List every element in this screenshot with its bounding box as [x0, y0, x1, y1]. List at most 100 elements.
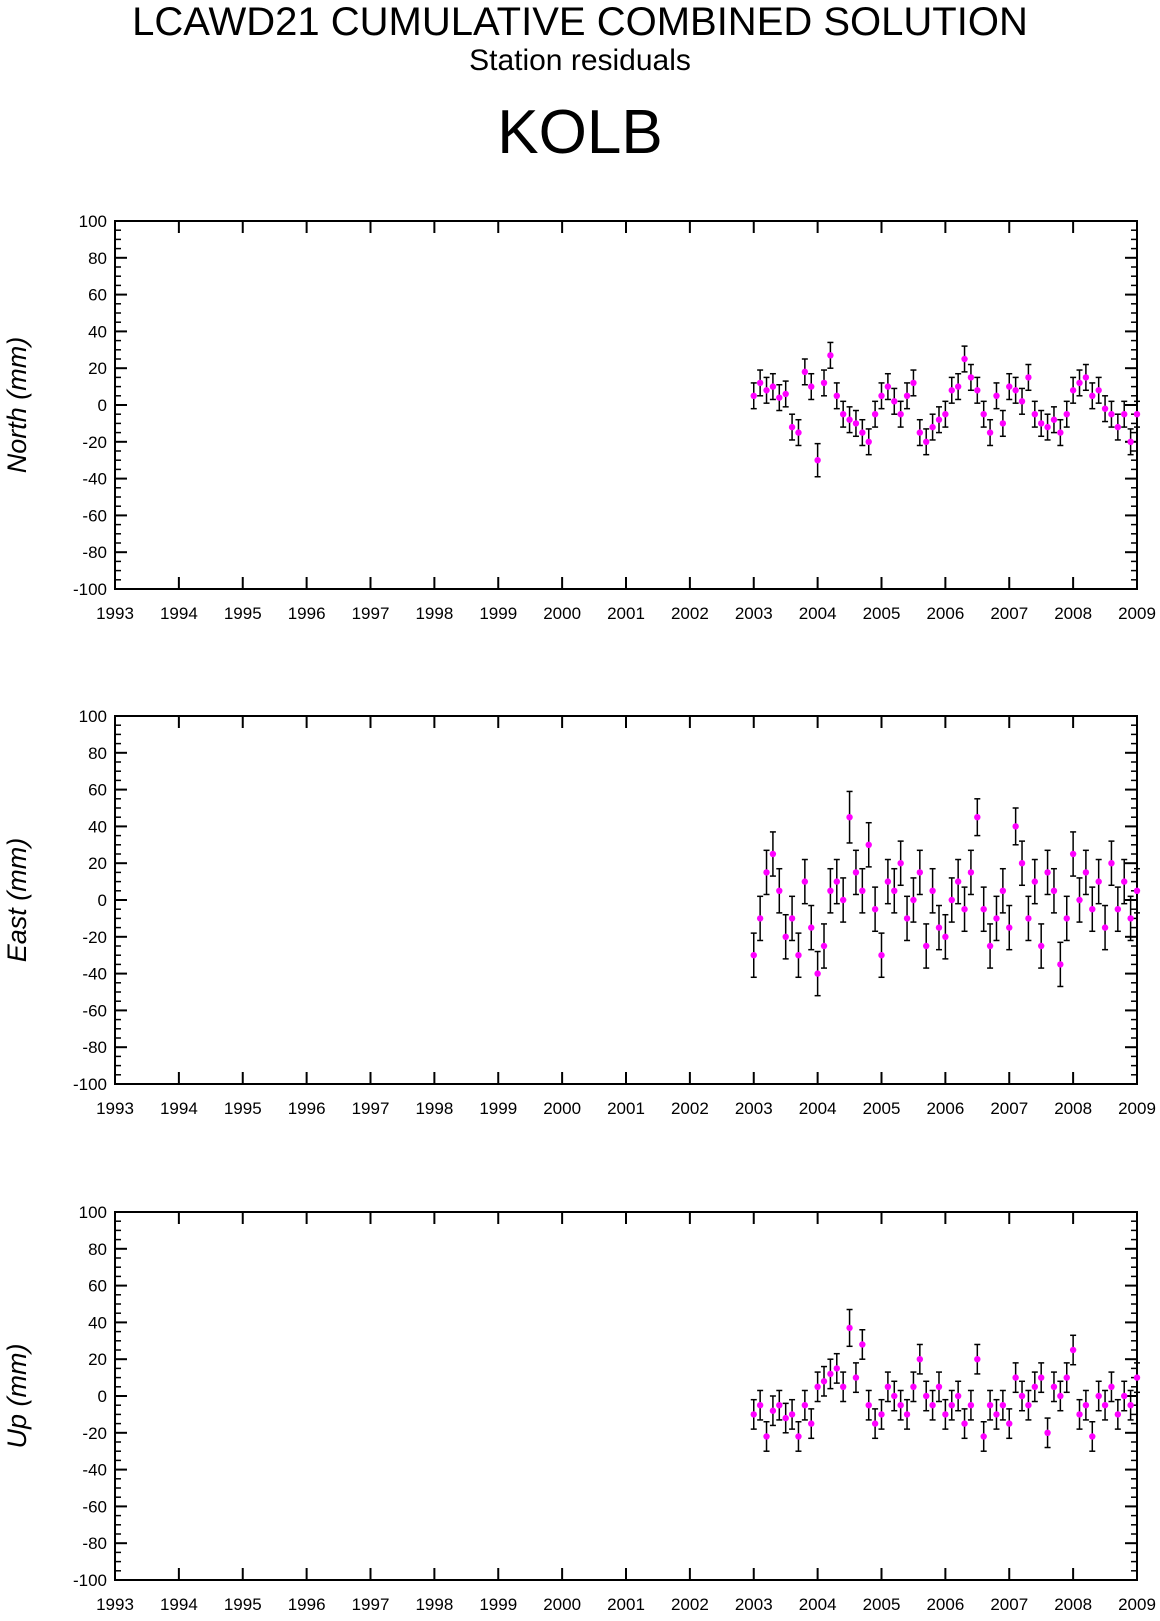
data-point: [852, 869, 860, 876]
y-tick-label: -80: [82, 1038, 107, 1057]
y-tick-label: -100: [73, 1571, 107, 1590]
data-point: [948, 1402, 955, 1409]
data-point: [948, 896, 955, 904]
x-tick-label: 2001: [607, 604, 645, 623]
x-tick-label: 2005: [863, 604, 901, 623]
data-point: [1076, 379, 1083, 387]
data-point: [763, 1433, 770, 1440]
data-point: [923, 1392, 930, 1400]
data-point: [897, 411, 904, 418]
data-point: [903, 392, 911, 399]
data-point: [1006, 383, 1013, 390]
chart-title: LCAWD21 CUMULATIVE COMBINED SOLUTION: [132, 0, 1028, 44]
data-point: [814, 457, 821, 464]
data-point: [993, 392, 1000, 399]
data-point: [916, 869, 924, 876]
data-point: [980, 411, 987, 418]
x-tick-label: 1996: [288, 1099, 326, 1118]
data-point: [859, 429, 866, 436]
data-point: [776, 1402, 783, 1409]
data-point: [1012, 823, 1019, 830]
data-point: [833, 1365, 840, 1372]
data-point: [999, 1402, 1007, 1409]
y-tick-label: -20: [82, 433, 107, 452]
y-tick-label: -20: [82, 928, 107, 947]
data-point: [788, 1411, 796, 1418]
data-point: [903, 915, 911, 922]
x-tick-label: 2001: [607, 1099, 645, 1118]
data-point: [1037, 942, 1045, 950]
y-tick-label: 100: [79, 707, 107, 726]
x-tick-label: 2007: [990, 1099, 1028, 1118]
y-tick-label: 0: [98, 396, 107, 415]
data-point: [846, 416, 853, 423]
data-point: [967, 374, 975, 381]
data-point: [1114, 906, 1122, 913]
data-point: [865, 1402, 872, 1409]
y-tick-label: -100: [73, 580, 107, 599]
data-point: [763, 387, 770, 394]
data-point: [1089, 392, 1096, 399]
x-tick-label: 1997: [352, 604, 390, 623]
x-tick-label: 2000: [543, 1099, 581, 1118]
y-tick-label: 80: [88, 249, 107, 268]
x-tick-label: 1995: [224, 1099, 262, 1118]
data-point: [801, 878, 809, 885]
data-point: [827, 1370, 834, 1378]
data-point: [788, 915, 796, 922]
data-point: [884, 878, 892, 885]
data-point: [750, 1411, 757, 1418]
data-point: [903, 1411, 911, 1418]
data-point: [1057, 961, 1064, 968]
data-point: [1101, 924, 1109, 931]
x-tick-label: 2005: [863, 1099, 901, 1118]
data-point: [910, 379, 917, 387]
data-point: [942, 1411, 949, 1418]
data-point: [814, 970, 821, 977]
data-point: [833, 878, 840, 885]
plot-frame: [114, 1211, 1138, 1581]
data-point: [884, 1383, 892, 1391]
x-tick-label: 2008: [1054, 604, 1092, 623]
data-point: [865, 438, 872, 445]
data-point: [795, 429, 802, 436]
data-point: [1108, 860, 1115, 867]
x-tick-label: 2004: [799, 604, 837, 623]
data-point: [1050, 1383, 1058, 1391]
data-point: [1121, 1392, 1128, 1400]
data-point: [1095, 387, 1102, 394]
data-point: [961, 355, 968, 363]
data-point: [1044, 1429, 1051, 1437]
x-tick-label: 1994: [160, 604, 198, 623]
data-point: [1069, 387, 1077, 394]
data-point: [820, 1378, 828, 1385]
panel-up: 1993 1994 1995 1996 1997 1998 1999 2000 2001 2002…: [2, 1203, 1156, 1614]
x-tick-label: 1997: [352, 1595, 390, 1614]
data-point: [788, 423, 796, 431]
data-point: [974, 814, 981, 821]
data-point: [923, 438, 930, 445]
data-point: [814, 1383, 821, 1391]
data-point: [1012, 1374, 1019, 1381]
data-point: [986, 429, 994, 436]
data-point: [1089, 1433, 1096, 1440]
data-point: [967, 869, 975, 876]
panel-east: 1993 1994 1995 1996 1997 1998 1999 2000 2001 2002…: [2, 707, 1156, 1118]
data-point: [1095, 1392, 1102, 1400]
data-point: [967, 1402, 975, 1409]
y-tick-label: 60: [88, 781, 107, 800]
y-tick-label: 100: [79, 212, 107, 231]
data-point: [756, 379, 764, 387]
data-point: [1095, 878, 1102, 885]
y-tick-label: -40: [82, 470, 107, 489]
data-point: [1069, 1346, 1077, 1354]
y-tick-label: -60: [82, 1001, 107, 1020]
data-point: [954, 878, 962, 885]
data-point: [1101, 1402, 1109, 1409]
data-point: [910, 896, 917, 904]
data-point: [954, 1392, 962, 1400]
data-point: [776, 887, 783, 894]
x-tick-label: 1999: [479, 604, 517, 623]
data-point: [935, 1383, 943, 1391]
y-tick-label: 80: [88, 1240, 107, 1259]
